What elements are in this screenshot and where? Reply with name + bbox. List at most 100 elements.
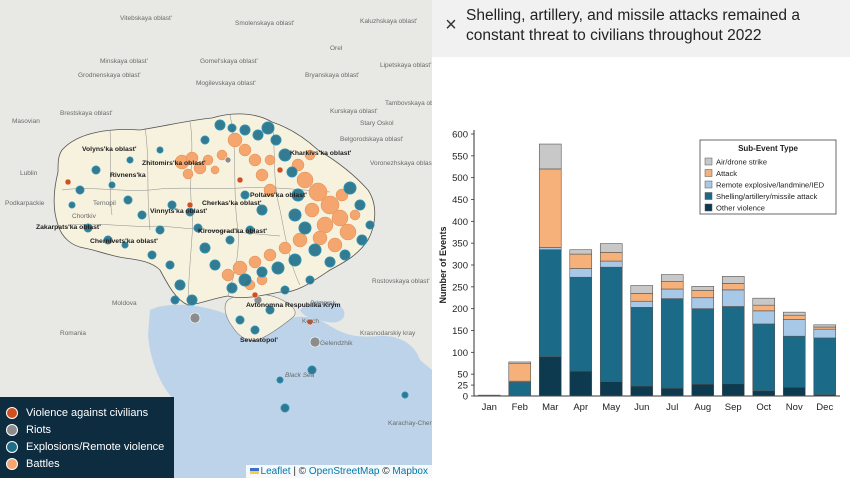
bar-segment (752, 310, 776, 325)
leaflet-link[interactable]: Leaflet (260, 466, 291, 477)
map-label: Brestskaya oblast' (60, 110, 113, 117)
map-label: Gomel'skaya oblast' (200, 58, 258, 65)
bar-segment (599, 243, 623, 253)
map-label: Minskaya oblast' (100, 58, 148, 65)
map-label: Smolenskaya oblast' (235, 20, 295, 27)
map-label: Rivnens'ka (110, 172, 146, 179)
map-label: Stary Oskol (360, 120, 394, 127)
map-label: Avtonomna Respublika Krym (246, 302, 341, 309)
bar-segment (508, 361, 532, 364)
map-label: Cherkas'ka oblast' (202, 200, 262, 207)
legend-item-battles[interactable]: Battles (6, 455, 174, 472)
map-label: Kurskaya oblast' (330, 108, 378, 115)
bar-segment (630, 293, 654, 302)
x-tick-label: Dec (816, 402, 833, 413)
chart-legend-swatch (704, 203, 713, 212)
map-label: Black Sea (285, 372, 315, 379)
sea-of-azov (300, 301, 345, 323)
legend-label: Riots (26, 423, 52, 436)
bar-segment (569, 268, 593, 278)
attribution-separator: © (379, 466, 393, 477)
legend-label: Violence against civilians (26, 406, 149, 419)
map-label: Zakarpats'ka oblast' (36, 224, 101, 231)
legend-item-explosions[interactable]: Explosions/Remote violence (6, 438, 174, 455)
y-tick-label: 250 (452, 282, 468, 293)
bar-segment (691, 286, 715, 291)
legend-swatch (6, 423, 18, 436)
bar-segment (660, 298, 684, 389)
legend-swatch (6, 406, 18, 419)
map-label: Moldova (112, 300, 137, 307)
bar-segment (508, 381, 532, 397)
bar-segment (599, 381, 623, 397)
map-panel[interactable]: Volyns'ka oblast' Zhitomirs'ka oblast' R… (0, 0, 432, 478)
detail-panel: × Shelling, artillery, and missile attac… (432, 0, 850, 478)
chart-legend-swatch (704, 180, 713, 189)
bar-segment (538, 356, 562, 397)
legend-item-violence-against-civilians[interactable]: Violence against civilians (6, 404, 174, 421)
map-label: Sevastopol' (240, 337, 278, 344)
chart-legend-label: Air/drone strike (716, 158, 767, 167)
y-tick-label: 600 (452, 130, 468, 141)
y-tick-label: 100 (452, 348, 468, 359)
x-tick-label: Apr (573, 402, 588, 413)
map-label: Kharkivs'ka oblast' (290, 150, 352, 157)
map-label: Grodnenskaya oblast' (78, 72, 141, 79)
civilian-violence-markers[interactable] (64, 166, 314, 326)
black-sea (148, 304, 432, 478)
legend-swatch (6, 440, 18, 453)
y-tick-label: 300 (452, 261, 468, 272)
map-label: Masovian (12, 118, 40, 125)
bar-segment (721, 306, 745, 385)
legend-swatch (6, 457, 18, 470)
map-label: Voronezhskaya oblast' (370, 160, 432, 167)
chart-legend-label: Remote explosive/landmine/IED (716, 181, 825, 190)
bar-segment (782, 386, 806, 397)
x-tick-label: Sep (725, 402, 742, 413)
x-tick-label: Feb (512, 402, 528, 413)
map-attribution: Leaflet | © OpenStreetMap © Mapbox (245, 465, 432, 478)
bar-segment (569, 370, 593, 397)
explosion-markers[interactable] (68, 119, 409, 413)
bar-segment (721, 289, 745, 307)
bar-segment (752, 304, 776, 312)
y-tick-label: 550 (452, 151, 468, 162)
bar-segment (538, 247, 562, 251)
openstreetmap-link[interactable]: OpenStreetMap (308, 466, 380, 477)
map-label: Kerch (302, 318, 319, 325)
y-tick-label: 400 (452, 217, 468, 228)
map-label: Bryanskaya oblast' (305, 72, 360, 79)
map-label: Orel (330, 45, 343, 52)
bar-segment (782, 335, 806, 388)
bar-segment (660, 387, 684, 397)
map-label: Vitebskaya oblast' (120, 15, 173, 22)
map-label: Romania (60, 330, 87, 337)
chart-legend-label: Attack (716, 169, 737, 178)
close-icon[interactable]: × (445, 14, 457, 36)
map-label: Kaluzhskaya oblast' (360, 18, 418, 25)
riot-markers[interactable] (189, 156, 321, 348)
bar-segment (538, 143, 562, 170)
chart-legend-box (699, 139, 837, 215)
y-tick-label: 200 (452, 304, 468, 315)
battle-markers[interactable] (174, 132, 361, 291)
bar-segment (538, 168, 562, 248)
map-label: Lipetskaya oblast' (380, 62, 432, 69)
bar-segment (721, 383, 745, 397)
bar-segment (721, 276, 745, 284)
bar-segment (813, 337, 837, 395)
chart-legend-label: Other violence (716, 204, 765, 213)
bar-segment (660, 281, 684, 290)
bar-segment (782, 319, 806, 337)
bar-segment (660, 288, 684, 299)
map-label: Karachay-Cherkesskaya (388, 420, 432, 427)
mapbox-link[interactable]: Mapbox (392, 466, 428, 477)
legend-item-riots[interactable]: Riots (6, 421, 174, 438)
y-axis-label: Number of Events (438, 226, 448, 303)
map-label: Zhitomirs'ka oblast' (142, 160, 206, 167)
crimea-region (224, 293, 296, 341)
bar-segment (508, 363, 532, 382)
y-tick-label: 150 (452, 326, 468, 337)
map-label: Poltavs'ka oblast' (250, 192, 307, 199)
map-label: Podkarpackie (5, 200, 45, 207)
